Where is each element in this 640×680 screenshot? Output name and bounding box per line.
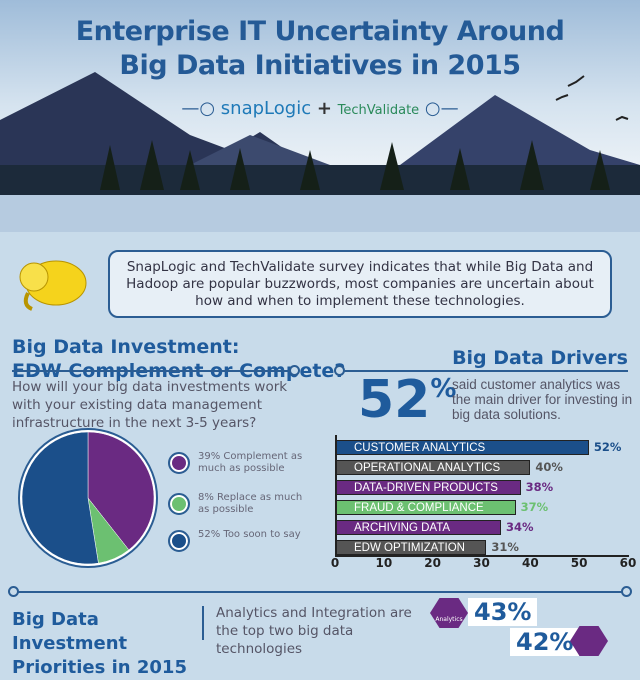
x-tick-label: 30 [473, 556, 490, 570]
bar: DATA-DRIVEN PRODUCTS [335, 480, 521, 495]
x-tick-label: 20 [424, 556, 441, 570]
snaplogic-logo: snapLogic [220, 98, 312, 119]
bar-value-label: 52% [593, 440, 622, 454]
legend-swatch [168, 530, 190, 552]
priorities-text: Analytics and Integration are the top tw… [216, 605, 412, 657]
title-line-2: Big Data Initiatives in 2015 [119, 50, 521, 81]
drivers-title: Big Data Drivers [452, 347, 628, 369]
mountain-landscape [0, 72, 640, 232]
priorities-title: Big Data Investment Priorities in 2015 [12, 609, 187, 678]
stat-text: said customer analytics was the main dri… [452, 377, 633, 422]
x-tick-label: 40 [521, 556, 539, 570]
hadoop-elephant-icon [19, 260, 87, 311]
legend-swatch [168, 452, 190, 474]
intro-box: SnapLogic and TechValidate survey indica… [108, 250, 612, 318]
analytics-pct: 43% [468, 598, 538, 626]
divider-ring [621, 586, 632, 597]
legend-label: 8% Replace as much as possible [198, 492, 303, 515]
bar-value-label: 38% [525, 480, 554, 494]
bar: EDW OPTIMIZATION [335, 540, 487, 555]
big-stat: 52% [358, 370, 457, 430]
plus-sign: + [316, 98, 332, 119]
legend-label: 52% Too soon to say [198, 529, 301, 540]
x-tick-label: 60 [619, 556, 637, 570]
x-tick-label: 0 [330, 556, 340, 570]
bar: CUSTOMER ANALYTICS [335, 440, 589, 455]
hero-banner: Enterprise IT Uncertainty Around Big Dat… [0, 0, 640, 232]
investment-pie-chart [18, 428, 158, 568]
x-tick-label: 50 [570, 556, 588, 570]
investment-question: How will your big data investments work … [12, 379, 288, 431]
bar: ARCHIVING DATA [335, 520, 502, 535]
divider-vertical [202, 606, 204, 640]
pie-slice-2 [21, 431, 99, 565]
divider-line [18, 591, 622, 593]
techvalidate-logo: TechValidate [337, 103, 420, 118]
divider-line [343, 370, 628, 372]
sponsor-logos: —○ snapLogic + TechValidate ○— [181, 98, 459, 119]
legend-swatch [168, 493, 190, 515]
bar: FRAUD & COMPLIANCE [335, 500, 516, 515]
investment-title-line-1: Big Data Investment: [12, 336, 240, 358]
analytics-badge-icon: Analytics [430, 598, 468, 628]
bar-value-label: 31% [491, 540, 519, 554]
title-line-1: Enterprise IT Uncertainty Around [75, 16, 565, 47]
x-axis [335, 555, 629, 557]
divider-ring [289, 365, 300, 376]
bar: OPERATIONAL ANALYTICS [335, 460, 531, 475]
pie-slice-0 [87, 431, 155, 551]
legend-label: 39% Complement as much as possible [198, 451, 303, 474]
bar-value-label: 37% [520, 500, 549, 514]
bar-value-label: 40% [535, 460, 563, 474]
integration-pct: 42% [510, 628, 580, 656]
x-tick-label: 10 [375, 556, 393, 570]
divider-line [12, 370, 294, 372]
bar-value-label: 34% [506, 520, 534, 534]
y-axis [335, 435, 337, 557]
